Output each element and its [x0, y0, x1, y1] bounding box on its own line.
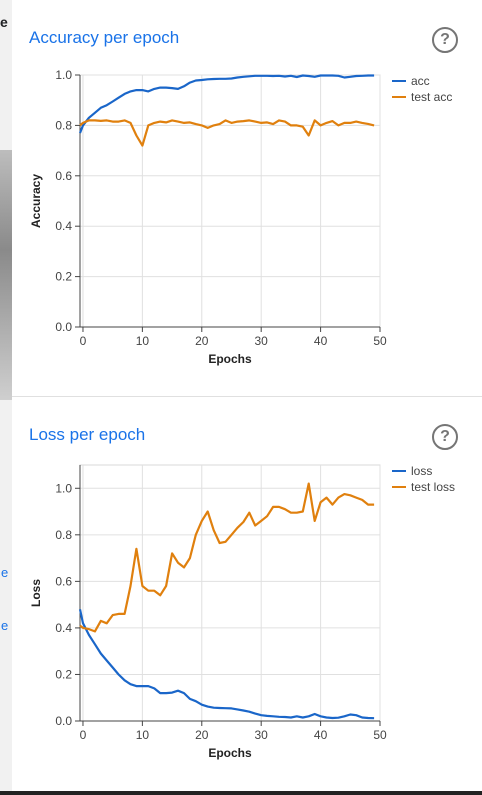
x-tick-label: 40 [314, 728, 328, 742]
accuracy-chart: 0.0 0.2 0.4 0.6 0.8 1.0 0 10 20 30 40 50 Epochs Accur… [29, 68, 452, 366]
y-tick-label: 0.4 [55, 219, 72, 233]
legend: acc test acc [392, 74, 452, 104]
accuracy-chart-card: Accuracy per epoch ? 0.0 0.2 0.4 0.6 0.8 1.0 0… [12, 0, 482, 397]
plot-area [79, 464, 381, 722]
y-tick-label: 0.8 [55, 118, 72, 132]
y-axis-label: Accuracy [29, 174, 43, 228]
x-tick-label: 10 [136, 334, 150, 348]
series-line-test-acc [79, 119, 375, 147]
chart-title: Loss per epoch [29, 425, 146, 444]
x-tick-label: 0 [80, 334, 87, 348]
y-tick-label: 0.8 [55, 528, 72, 542]
y-tick-label: 0.6 [55, 169, 72, 183]
y-tick-label: 0.0 [55, 714, 72, 728]
legend-label: test acc [411, 90, 452, 104]
y-tick-label: 0.0 [55, 320, 72, 334]
y-tick-label: 0.6 [55, 574, 72, 588]
y-axis-label: Loss [29, 579, 43, 607]
background-top-letter: e [0, 14, 8, 30]
legend-label: test loss [411, 480, 455, 494]
chart-title: Accuracy per epoch [29, 28, 180, 47]
x-tick-label: 30 [255, 334, 269, 348]
background-photo-fragment [0, 150, 12, 400]
x-tick-label: 30 [255, 728, 269, 742]
y-tick-label: 0.2 [55, 667, 72, 681]
series-line-test-loss [79, 482, 375, 633]
background-link-letter[interactable]: e [1, 565, 9, 580]
x-tick-label: 20 [195, 728, 209, 742]
x-axis-label: Epochs [208, 746, 252, 760]
x-tick-label: 50 [373, 728, 387, 742]
y-tick-label: 1.0 [55, 68, 72, 82]
loss-chart-card: Loss per epoch ? 0.0 0.2 0.4 0.6 0.8 1.0 0 10 20… [12, 397, 482, 791]
x-tick-label: 10 [136, 728, 150, 742]
help-icon[interactable]: ? [432, 27, 458, 53]
loss-chart: 0.0 0.2 0.4 0.6 0.8 1.0 0 10 20 30 40 50 Epochs Loss l… [29, 464, 455, 760]
help-icon[interactable]: ? [432, 424, 458, 450]
x-tick-label: 50 [373, 334, 387, 348]
x-tick-label: 0 [80, 728, 87, 742]
y-tick-label: 0.2 [55, 270, 72, 284]
x-tick-label: 40 [314, 334, 328, 348]
background-link-letter[interactable]: e [1, 618, 9, 633]
bottom-border [0, 791, 482, 795]
y-tick-label: 1.0 [55, 481, 72, 495]
legend-label: loss [411, 464, 432, 478]
series-line-loss [78, 609, 375, 720]
x-axis-label: Epochs [208, 352, 252, 366]
legend: loss test loss [392, 464, 455, 494]
x-tick-label: 20 [195, 334, 209, 348]
plot-area [79, 74, 381, 328]
legend-label: acc [411, 74, 430, 88]
series-line-acc [78, 74, 375, 134]
y-tick-label: 0.4 [55, 621, 72, 635]
